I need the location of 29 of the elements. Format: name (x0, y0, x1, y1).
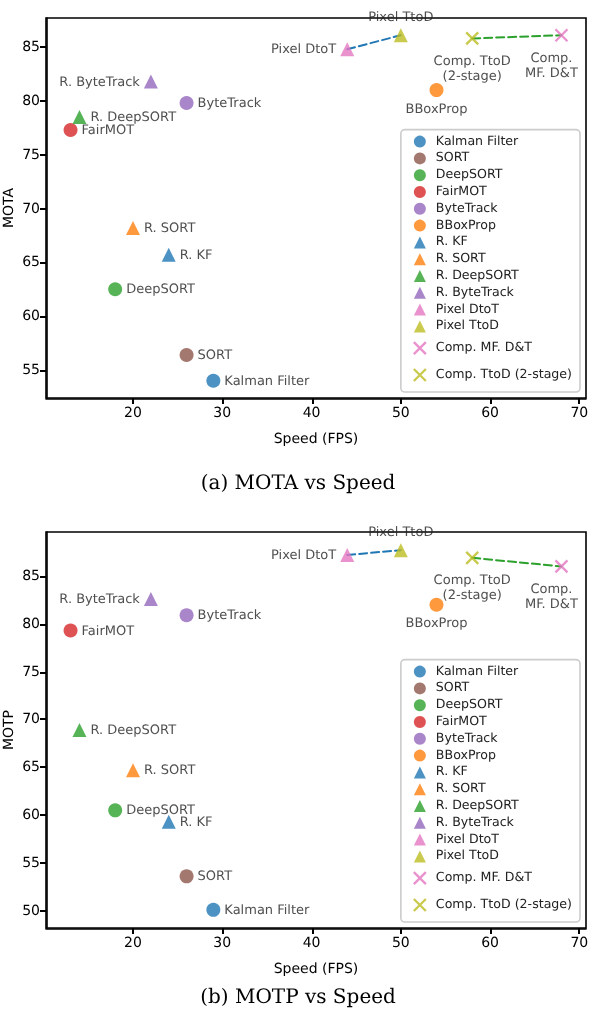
point (179, 869, 194, 884)
point (340, 42, 355, 57)
point (179, 608, 194, 623)
point (465, 31, 480, 46)
point (63, 623, 78, 638)
point (72, 110, 87, 125)
point (126, 220, 141, 235)
point (108, 803, 123, 818)
point (554, 559, 569, 574)
point (340, 547, 355, 562)
text: (b) MOTP vs Speed (200, 987, 398, 1009)
point (393, 543, 408, 558)
point (429, 83, 444, 98)
point (393, 28, 408, 43)
point (161, 247, 176, 262)
point (429, 597, 444, 612)
text: (a) MOTA vs Speed (200, 473, 397, 495)
point (126, 763, 141, 778)
point (63, 122, 78, 137)
point (72, 723, 87, 737)
point (206, 373, 221, 388)
point (206, 902, 221, 917)
point (554, 28, 569, 43)
point (143, 591, 158, 606)
point (179, 347, 194, 362)
point (465, 550, 480, 566)
point (179, 96, 194, 111)
point (143, 74, 158, 89)
point (108, 282, 123, 297)
